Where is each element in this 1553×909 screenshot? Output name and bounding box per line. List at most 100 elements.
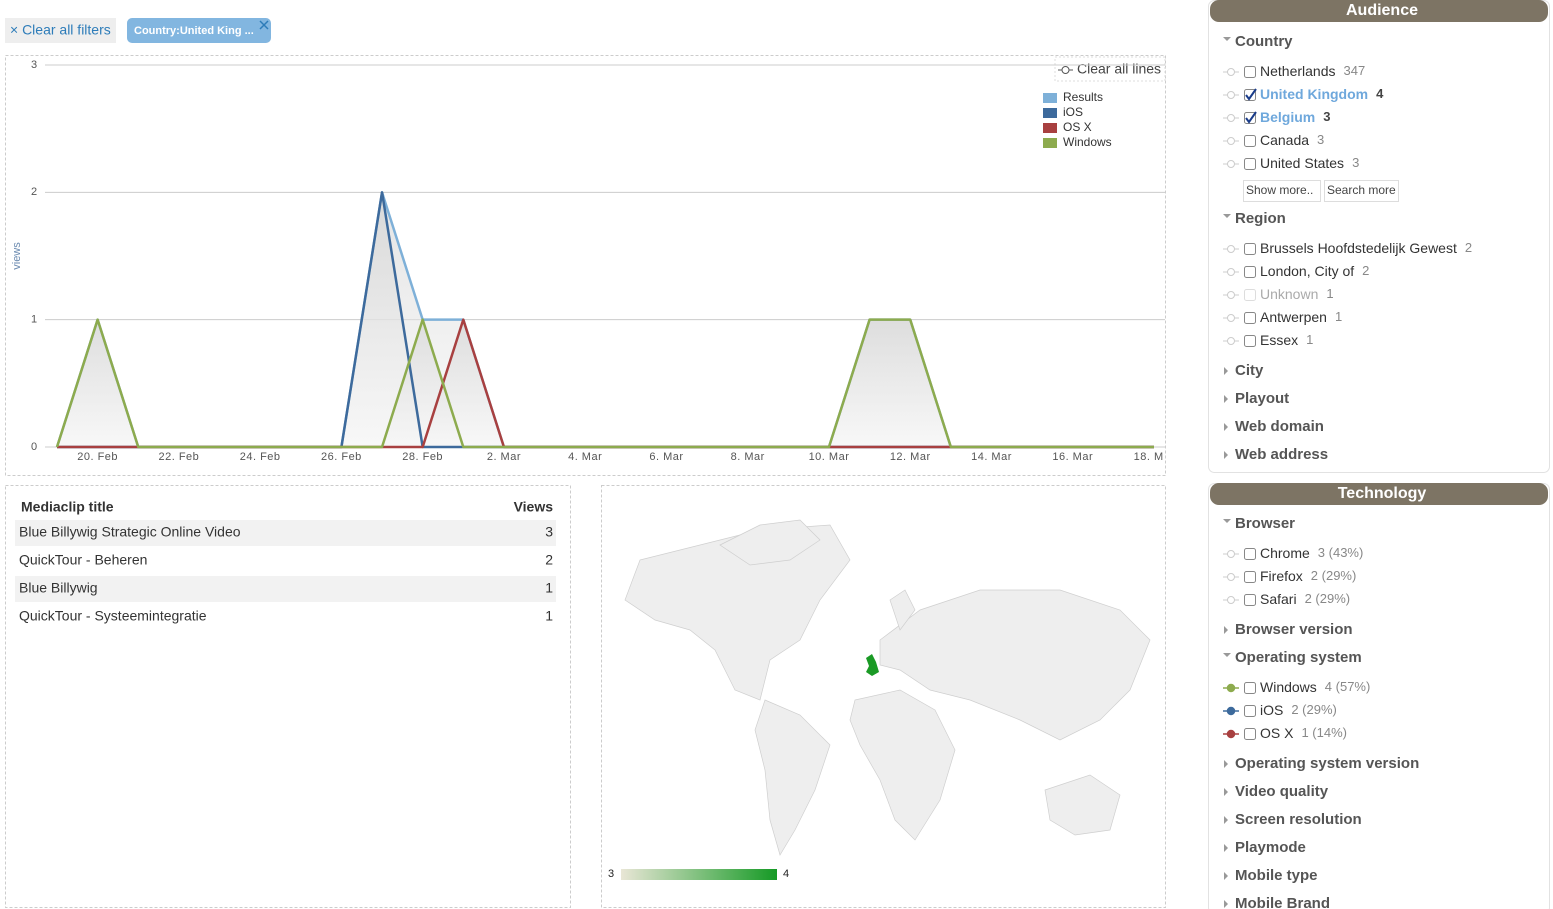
item-count: 2 (29%)	[1305, 591, 1351, 606]
checkbox[interactable]	[1244, 571, 1256, 583]
item-count: 2 (29%)	[1291, 702, 1337, 717]
line-toggle[interactable]	[1223, 550, 1239, 558]
item-text: Antwerpen 1	[1260, 309, 1342, 325]
line-toggle[interactable]	[1223, 68, 1239, 76]
section-button[interactable]	[1324, 180, 1399, 202]
checkbox[interactable]	[1244, 158, 1256, 170]
checkbox[interactable]	[1244, 312, 1256, 324]
checkbox[interactable]	[1244, 266, 1256, 278]
section-button[interactable]	[1243, 180, 1321, 202]
line-toggle-dot	[1227, 160, 1235, 168]
item-text: Belgium 3	[1260, 109, 1330, 125]
legend-label: iOS	[1063, 105, 1083, 119]
x-tick-label: 22. Feb	[158, 451, 199, 463]
checkbox[interactable]	[1244, 66, 1256, 78]
item-label: London, City of	[1260, 263, 1354, 279]
item-count: 4	[1376, 86, 1384, 101]
item-text: United Kingdom 4	[1260, 86, 1384, 102]
clear-filters-button[interactable]	[5, 18, 116, 43]
checkbox[interactable]	[1244, 335, 1256, 347]
item-label: United States	[1260, 155, 1344, 171]
item-text: Essex 1	[1260, 332, 1313, 348]
checkbox[interactable]	[1244, 594, 1256, 606]
item-label: Essex	[1260, 332, 1298, 348]
item-count: 1	[1306, 332, 1313, 347]
line-toggle[interactable]	[1223, 337, 1239, 345]
checkbox[interactable]	[1244, 289, 1256, 301]
line-toggle[interactable]	[1223, 573, 1239, 581]
item-text: Unknown 1	[1260, 286, 1334, 302]
line-toggle[interactable]	[1223, 114, 1239, 122]
clear-lines-button[interactable]	[1054, 56, 1166, 82]
line-toggle[interactable]	[1223, 596, 1239, 604]
item-text: Chrome 3 (43%)	[1260, 545, 1363, 561]
section-toggle	[1224, 626, 1228, 634]
panel-header	[1210, 483, 1548, 505]
filter-tag[interactable]	[127, 18, 271, 43]
y-tick-label: 2	[31, 186, 37, 198]
section-toggle	[1224, 395, 1228, 403]
checkbox[interactable]	[1244, 705, 1256, 717]
checkbox[interactable]	[1244, 135, 1256, 147]
item-text: Windows 4 (57%)	[1260, 679, 1370, 695]
chart-panel	[5, 55, 1166, 476]
x-tick-label: 12. Mar	[890, 451, 931, 463]
item-text: Canada 3	[1260, 132, 1324, 148]
series-area	[57, 319, 1154, 447]
world-map	[624, 519, 1151, 856]
item-label: Unknown	[1260, 286, 1318, 302]
item-label: Firefox	[1260, 568, 1303, 584]
checkbox[interactable]	[1244, 243, 1256, 255]
line-toggle[interactable]	[1223, 314, 1239, 322]
item-label: OS X	[1260, 725, 1294, 741]
y-axis-label: views	[11, 242, 23, 270]
line-toggle[interactable]	[1223, 683, 1239, 693]
item-label: Safari	[1260, 591, 1297, 607]
line-toggle-dot	[1227, 91, 1235, 99]
line-toggle[interactable]	[1223, 137, 1239, 145]
line-toggle[interactable]	[1223, 91, 1239, 99]
x-tick-label: 26. Feb	[321, 451, 362, 463]
legend-swatch	[1043, 108, 1057, 118]
checkbox[interactable]	[1244, 548, 1256, 560]
line-toggle[interactable]	[1223, 291, 1239, 299]
legend-label: OS X	[1063, 120, 1092, 134]
item-label: United Kingdom	[1260, 86, 1368, 102]
item-text: Netherlands 347	[1260, 63, 1365, 79]
line-toggle[interactable]	[1223, 729, 1239, 739]
x-tick-label: 2. Mar	[487, 451, 521, 463]
x-tick-label: 24. Feb	[240, 451, 281, 463]
line-toggle[interactable]	[1223, 160, 1239, 168]
filter-tag-close[interactable]	[259, 20, 269, 30]
item-text: United States 3	[1260, 155, 1359, 171]
checkbox[interactable]	[1244, 682, 1256, 694]
item-count: 347	[1344, 63, 1366, 78]
table-cell: 2	[545, 552, 553, 568]
section-title: Mobile Brand	[1235, 895, 1330, 909]
filter-tag-text: Country:United King ...	[134, 25, 254, 37]
panel-title: Audience	[1346, 2, 1418, 19]
line-toggle[interactable]	[1223, 268, 1239, 276]
item-text: OS X 1 (14%)	[1260, 725, 1347, 741]
line-toggle-dot	[1226, 706, 1236, 716]
series-area	[57, 319, 1154, 447]
item-count: 1	[1335, 309, 1342, 324]
section-title: Browser	[1235, 515, 1295, 532]
item-label: Antwerpen	[1260, 309, 1327, 325]
line-toggle[interactable]	[1223, 245, 1239, 253]
item-label: Brussels Hoofdstedelijk Gewest	[1260, 240, 1457, 256]
checkbox[interactable]	[1244, 728, 1256, 740]
item-count: 3	[1317, 132, 1324, 147]
x-tick-label: 14. Mar	[971, 451, 1012, 463]
item-count: 3	[1323, 109, 1330, 124]
line-toggle[interactable]	[1223, 706, 1239, 716]
line-toggle-dot	[1227, 314, 1235, 322]
line-toggle-dot	[1226, 729, 1236, 739]
uk-highlight	[866, 654, 879, 676]
y-tick-label: 0	[31, 441, 37, 453]
clear-lines-icon	[1058, 66, 1073, 74]
table-cell: Blue Billywig	[19, 580, 98, 596]
table-cell: 1	[545, 580, 553, 596]
x-tick-label: 10. Mar	[809, 451, 850, 463]
item-text: Firefox 2 (29%)	[1260, 568, 1356, 584]
